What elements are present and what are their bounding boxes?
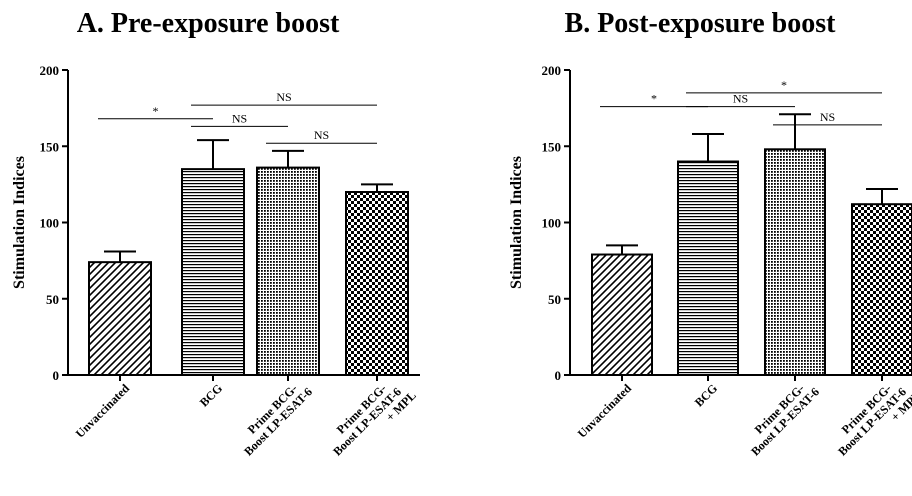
- panel-b: B. Post-exposure boost Stimulation Indice…: [508, 8, 912, 468]
- x-tick-label: BCG: [197, 381, 225, 409]
- x-tick-label-line: Unvaccinated: [73, 381, 133, 441]
- significance-label: *: [651, 92, 657, 106]
- y-tick-label: 100: [40, 216, 60, 231]
- x-tick-label: Prime BCG-Boost LP-ESAT-6: [232, 376, 315, 459]
- bar: [256, 166, 320, 376]
- significance-label: *: [153, 104, 159, 118]
- y-tick-label: 50: [46, 292, 59, 307]
- y-tick-label: 200: [542, 63, 562, 78]
- bar: [591, 253, 653, 376]
- x-tick-label-line: Unvaccinated: [575, 381, 635, 441]
- y-tick-label: 150: [40, 139, 60, 154]
- y-tick-label: 150: [542, 139, 562, 154]
- significance-label: NS: [733, 92, 748, 106]
- bar: [181, 168, 245, 376]
- y-tick-label: 50: [548, 292, 561, 307]
- x-tick-label: Prime BCG-Boost LP-ESAT-6+ MPL: [321, 370, 419, 468]
- y-tick-label: 100: [542, 216, 562, 231]
- bar: [345, 191, 409, 376]
- chart-title: A. Pre-exposure boost: [77, 8, 340, 39]
- significance-label: *: [781, 78, 787, 92]
- chart-title: B. Post-exposure boost: [565, 8, 837, 39]
- bar: [851, 203, 912, 376]
- x-tick-label: Prime BCG-Boost LP-ESAT-6: [739, 376, 822, 459]
- y-axis-label: Stimulation Indices: [508, 156, 525, 289]
- x-tick-label: Unvaccinated: [575, 381, 635, 441]
- bar: [764, 148, 826, 376]
- x-tick-label-line: BCG: [197, 381, 225, 409]
- significance-label: NS: [820, 110, 835, 124]
- y-axis-label: Stimulation Indices: [11, 156, 28, 289]
- panel-a: A. Pre-exposure boost Stimulation Indices…: [11, 8, 420, 468]
- significance-label: NS: [276, 90, 291, 104]
- y-tick-label: 0: [555, 368, 562, 383]
- y-tick-label: 0: [53, 368, 60, 383]
- significance-label: NS: [232, 111, 247, 125]
- x-tick-label-line: BCG: [692, 381, 720, 409]
- significance-label: NS: [314, 128, 329, 142]
- x-tick-label: Unvaccinated: [73, 381, 133, 441]
- x-tick-label: Prime BCG-Boost LP-ESAT-6+ MPL: [826, 370, 912, 468]
- y-tick-label: 200: [40, 63, 60, 78]
- bar: [677, 160, 739, 376]
- bar: [88, 261, 152, 376]
- x-tick-label: BCG: [692, 381, 720, 409]
